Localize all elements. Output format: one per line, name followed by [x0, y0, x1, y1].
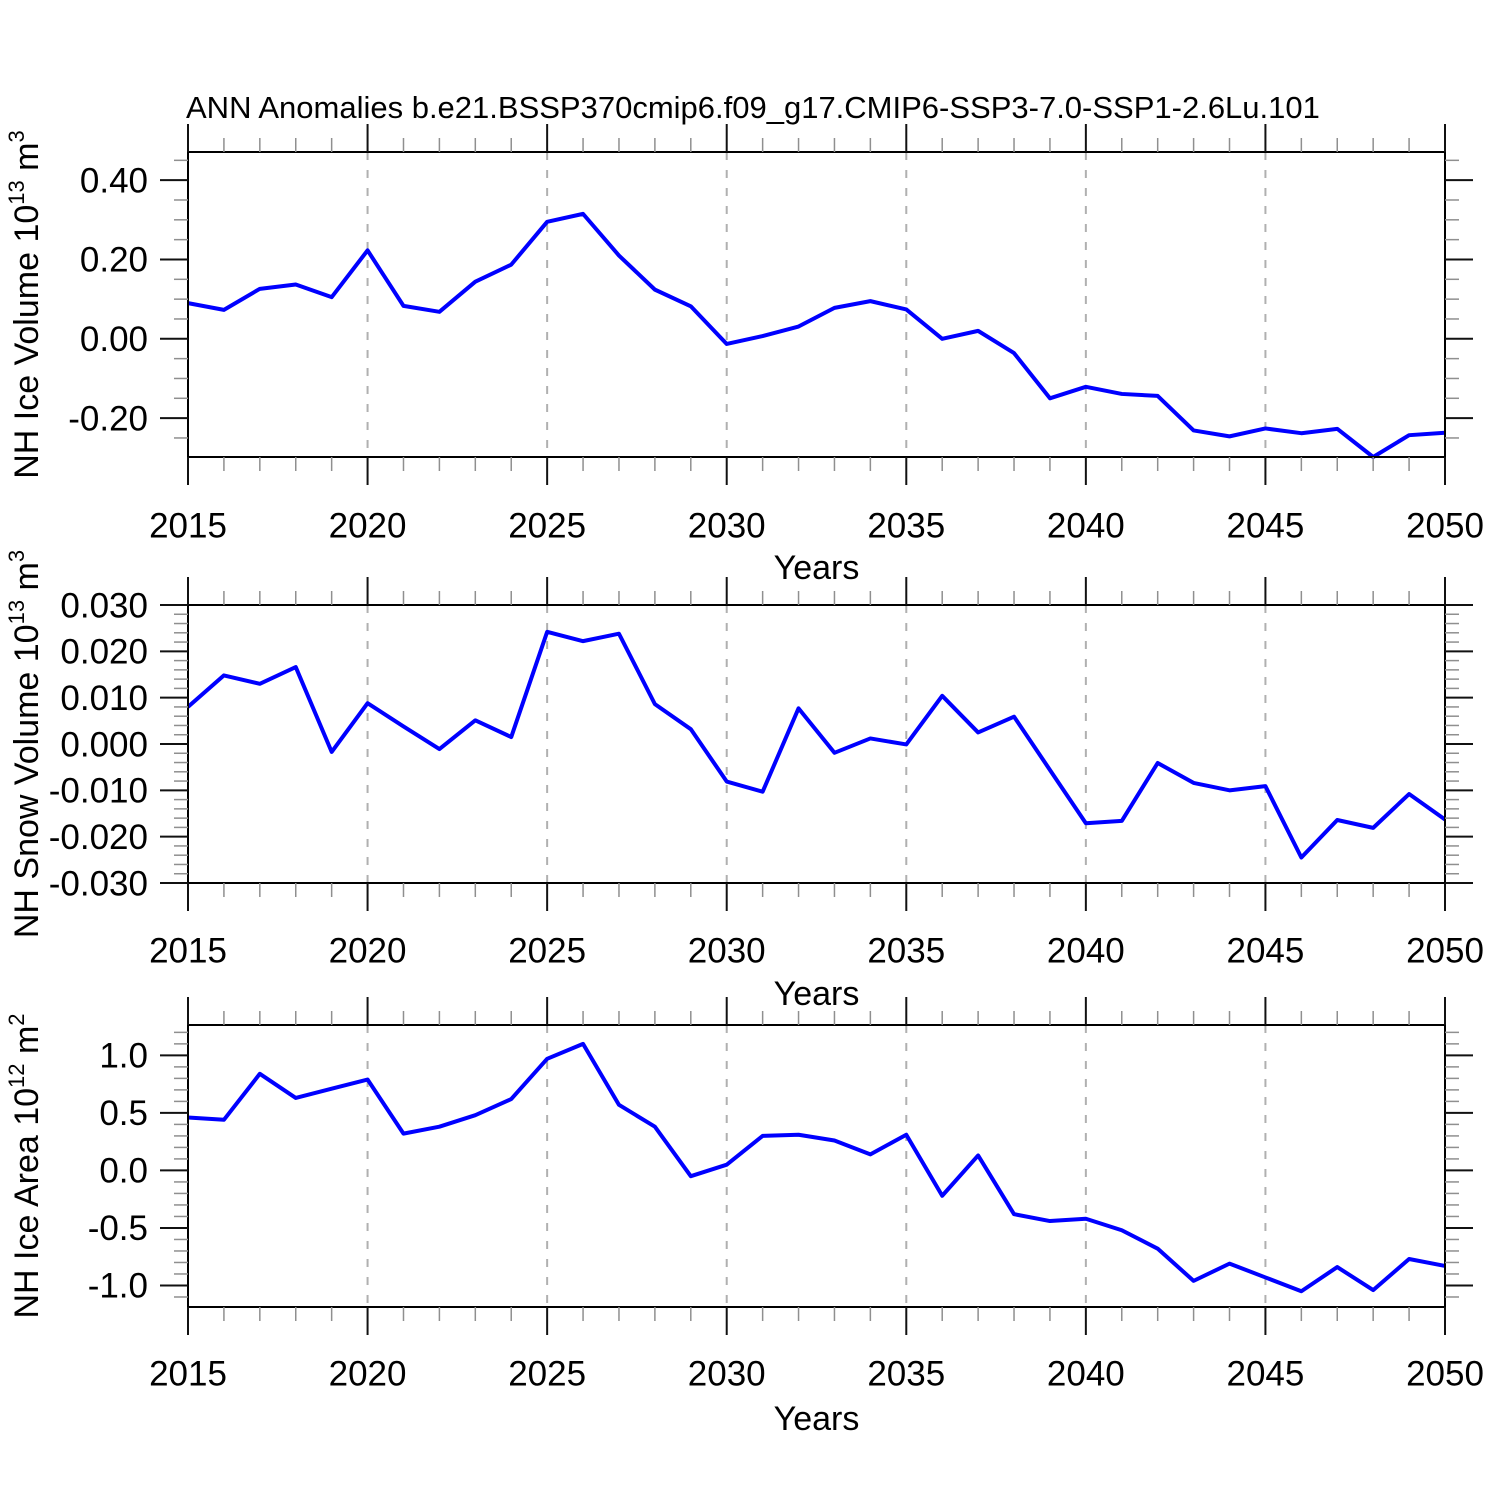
- x-tick-label: 2025: [508, 1354, 586, 1393]
- x-tick-label: 2020: [329, 931, 407, 970]
- x-axis-title: Years: [774, 549, 860, 587]
- x-tick-label: 2045: [1226, 931, 1304, 970]
- x-tick-label: 2040: [1047, 506, 1125, 545]
- x-tick-label: 2015: [149, 1354, 227, 1393]
- x-axis-title: Years: [774, 1400, 860, 1438]
- y-tick-label: 0.0: [99, 1152, 148, 1191]
- x-tick-label: 2035: [867, 506, 945, 545]
- x-tick-label: 2035: [867, 931, 945, 970]
- y-tick-label: 0.030: [60, 586, 148, 625]
- y-tick-label: -0.020: [49, 818, 148, 857]
- x-tick-label: 2030: [688, 506, 766, 545]
- y-tick-label: -0.010: [49, 772, 148, 811]
- y-tick-label: 0.20: [80, 241, 148, 280]
- x-tick-label: 2030: [688, 931, 766, 970]
- nh-ice-volume-panel: 0.40 0.20 0.00 -0.20 2015 2020 2025 2030 2035 204…: [4, 124, 1484, 587]
- y-tick-label: 0.020: [60, 633, 148, 672]
- y-tick-label: 0.00: [80, 320, 148, 359]
- x-tick-label: 2020: [329, 506, 407, 545]
- y-tick-label: -0.5: [88, 1209, 148, 1248]
- nh-snow-volume-line: [186, 629, 1447, 860]
- y-tick-label: 0.40: [80, 161, 148, 200]
- y-tick-label: 1.0: [99, 1037, 148, 1076]
- x-tick-label: 2050: [1406, 931, 1484, 970]
- x-tick-label: 2045: [1226, 506, 1304, 545]
- nh-ice-volume-frame: [187, 151, 1446, 458]
- x-tick-label: 2035: [867, 1354, 945, 1393]
- nh-ice-volume-line: [187, 211, 1446, 459]
- y-axis-title: NH Ice Volume 1013 m3: [4, 130, 46, 479]
- y-tick-label: -1.0: [88, 1267, 148, 1306]
- chart-title: ANN Anomalies b.e21.BSSP370cmip6.f09_g17…: [186, 90, 1320, 125]
- x-tick-label: 2020: [329, 1354, 407, 1393]
- y-axis-title: NH Ice Area 1012 m2: [4, 1013, 46, 1318]
- nh-snow-volume-frame: [187, 604, 1446, 884]
- x-tick-label: 2025: [508, 931, 586, 970]
- y-tick-label: -0.20: [68, 399, 148, 438]
- x-tick-label: 2045: [1226, 1354, 1304, 1393]
- x-tick-label: 2015: [149, 506, 227, 545]
- nh-ice-area-line: [187, 1041, 1446, 1294]
- x-tick-label: 2040: [1047, 1354, 1125, 1393]
- y-tick-label: -0.030: [49, 864, 148, 903]
- x-tick-label: 2040: [1047, 931, 1125, 970]
- x-tick-label: 2050: [1406, 506, 1484, 545]
- y-axis-title: NH Snow Volume 1013 m3: [4, 550, 46, 938]
- x-axis-title: Years: [774, 975, 860, 1013]
- x-tick-label: 2025: [508, 506, 586, 545]
- nh-ice-area-panel: 1.0 0.5 0.0 -0.5 -1.0 2015 2020 2025 2030 2035 204…: [4, 997, 1484, 1438]
- y-tick-label: 0.010: [60, 679, 148, 718]
- nh-ice-area-frame: [187, 1024, 1446, 1308]
- nh-snow-volume-panel: 0.0300.0200.0100.000-0.010-0.020-0.03020…: [4, 550, 1484, 1013]
- y-tick-label: 0.000: [60, 725, 148, 764]
- y-tick-label: 0.5: [99, 1094, 148, 1133]
- x-tick-label: 2015: [149, 931, 227, 970]
- x-tick-label: 2030: [688, 1354, 766, 1393]
- x-tick-label: 2050: [1406, 1354, 1484, 1393]
